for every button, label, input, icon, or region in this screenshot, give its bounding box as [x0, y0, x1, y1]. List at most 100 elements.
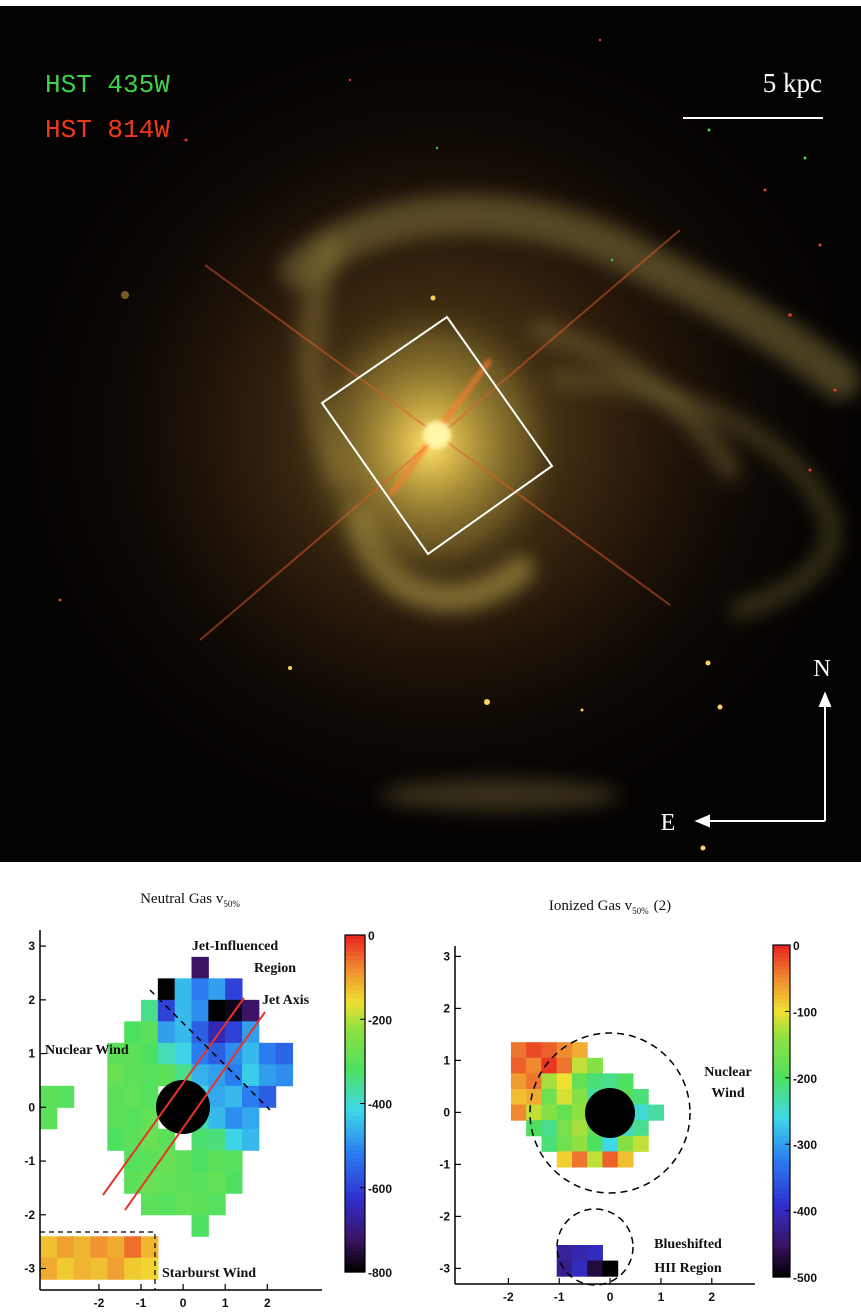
colorbar-swatch — [773, 991, 790, 996]
page: {"image": {"legend": [{"text": "HST 435W… — [0, 0, 861, 1314]
colorbar-swatch — [773, 1032, 790, 1037]
annotation: Jet-Influenced — [192, 939, 279, 954]
colorbar-swatch — [345, 1175, 365, 1180]
map-pixel — [208, 978, 225, 1000]
map-pixel — [141, 1107, 158, 1129]
colorbar-swatch — [345, 973, 365, 978]
colorbar-swatch — [345, 939, 365, 944]
map-pixel — [158, 1129, 175, 1151]
colorbar-swatch — [345, 943, 365, 948]
map-pixel — [225, 1064, 242, 1086]
map-pixel — [587, 1261, 603, 1277]
colorbar-swatch — [345, 998, 365, 1003]
colorbar-swatch — [773, 1161, 790, 1166]
map-pixel — [141, 1258, 158, 1280]
map-pixel — [225, 1086, 242, 1108]
map-pixel — [526, 1089, 542, 1105]
map-pixel — [259, 1064, 276, 1086]
map-pixel — [175, 978, 192, 1000]
annotation: Jet Axis — [262, 993, 310, 1008]
colorbar-swatch — [773, 1244, 790, 1249]
colorbar-swatch — [773, 1132, 790, 1137]
colorbar-swatch — [345, 1028, 365, 1033]
map-pixel — [242, 1064, 259, 1086]
map-pixel — [175, 1043, 192, 1065]
colorbar-swatch — [345, 1087, 365, 1092]
map-pixel — [526, 1120, 542, 1136]
map-pixel — [557, 1136, 573, 1152]
map-pixel — [208, 1064, 225, 1086]
map-pixel — [225, 1172, 242, 1194]
colorbar-swatch — [345, 960, 365, 965]
colorbar-swatch — [773, 970, 790, 975]
map-pixel — [158, 978, 175, 1000]
compass-north: N — [813, 656, 830, 682]
colorbar-swatch — [345, 977, 365, 982]
colorbar-swatch — [345, 1011, 365, 1016]
colorbar-swatch — [345, 1049, 365, 1054]
map-pixel — [141, 1021, 158, 1043]
map-pixel — [511, 1105, 527, 1121]
map-pixel — [175, 1193, 192, 1215]
colorbar-tick-label: -200 — [793, 1072, 817, 1086]
colorbar-swatch — [773, 1028, 790, 1033]
colorbar-swatch — [345, 986, 365, 991]
colorbar-swatch — [773, 1215, 790, 1220]
colorbar-swatch — [773, 1256, 790, 1261]
map-pixel — [192, 1150, 209, 1172]
colorbar-swatch — [773, 1173, 790, 1178]
colorbar-swatch — [345, 1259, 365, 1264]
map-pixel — [557, 1089, 573, 1105]
x-tick-label: -1 — [136, 1296, 147, 1310]
colorbar-swatch — [773, 1231, 790, 1236]
map-pixel — [557, 1261, 573, 1277]
title-part: Ionized Gas v — [549, 898, 633, 914]
colorbar-swatch — [345, 1045, 365, 1050]
annotation: Nuclear — [704, 1065, 751, 1080]
colorbar-swatch — [345, 1019, 365, 1024]
colorbar-swatch — [773, 1094, 790, 1099]
colorbar-swatch — [773, 1040, 790, 1045]
map-pixel — [572, 1151, 588, 1167]
annotation: HII Region — [654, 1261, 722, 1276]
colorbar-swatch — [773, 1020, 790, 1025]
map-pixel — [158, 1172, 175, 1194]
map-pixel — [511, 1073, 527, 1089]
colorbar-swatch — [773, 1194, 790, 1199]
colorbar-swatch — [345, 1150, 365, 1155]
colorbar-tick-label: -400 — [368, 1098, 392, 1112]
colorbar-swatch — [345, 1200, 365, 1205]
x-tick-label: 0 — [607, 1290, 614, 1304]
map-pixel — [57, 1236, 74, 1258]
title-part: (2) — [654, 898, 672, 914]
colorbar-swatch — [345, 1255, 365, 1260]
figure: HST 435W HST 814W 5 kpc N E Neutral Gas … — [0, 0, 861, 1314]
colorbar-swatch — [773, 1003, 790, 1008]
colorbar-swatch — [773, 1186, 790, 1191]
colorbar-swatch — [773, 1103, 790, 1108]
map-pixel — [541, 1120, 557, 1136]
map-pixel — [175, 1150, 192, 1172]
colorbar-swatch — [773, 945, 790, 950]
colorbar-swatch — [345, 1221, 365, 1226]
colorbar-swatch — [345, 1217, 365, 1222]
colorbar-swatch — [345, 1247, 365, 1252]
colorbar-swatch — [345, 1074, 365, 1079]
x-tick-label: 1 — [658, 1290, 665, 1304]
map-pixel — [242, 1043, 259, 1065]
velocity-panel: Ionized Gas v50%(2)-2-1012-3-2-101230-10… — [439, 898, 817, 1304]
x-tick-label: -1 — [554, 1290, 565, 1304]
map-pixel — [74, 1258, 91, 1280]
colorbar-swatch — [773, 999, 790, 1004]
colorbar-swatch — [773, 953, 790, 958]
map-pixel — [511, 1058, 527, 1074]
map-pixel — [91, 1258, 108, 1280]
map-pixel — [572, 1261, 588, 1277]
colorbar-swatch — [773, 1099, 790, 1104]
annotation: Region — [254, 961, 296, 976]
colorbar-swatch — [773, 1227, 790, 1232]
map-pixel — [602, 1073, 618, 1089]
colorbar-swatch — [345, 1061, 365, 1066]
map-pixel — [208, 1150, 225, 1172]
colorbar-swatch — [773, 1169, 790, 1174]
